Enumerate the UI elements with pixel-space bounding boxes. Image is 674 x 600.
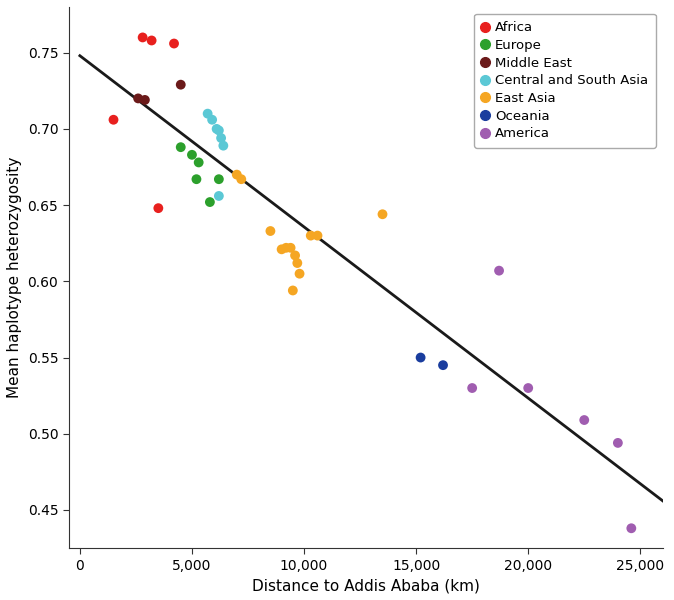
Point bbox=[175, 142, 186, 152]
Point bbox=[305, 231, 316, 241]
Y-axis label: Mean haplotype heterozygosity: Mean haplotype heterozygosity bbox=[7, 157, 22, 398]
Point bbox=[265, 226, 276, 236]
Point bbox=[218, 141, 228, 151]
Point bbox=[523, 383, 534, 393]
Point bbox=[467, 383, 478, 393]
Point bbox=[204, 197, 215, 207]
Point bbox=[137, 32, 148, 42]
Point bbox=[377, 209, 388, 219]
Point bbox=[437, 361, 448, 370]
Point bbox=[285, 243, 296, 253]
Point bbox=[187, 150, 197, 160]
Point bbox=[214, 125, 224, 135]
Point bbox=[146, 35, 157, 45]
Legend: Africa, Europe, Middle East, Central and South Asia, East Asia, Oceania, America: Africa, Europe, Middle East, Central and… bbox=[474, 14, 656, 148]
Point bbox=[626, 523, 637, 533]
Point bbox=[191, 175, 202, 184]
Point bbox=[216, 133, 226, 143]
Point bbox=[493, 266, 504, 275]
Point bbox=[236, 175, 247, 184]
Point bbox=[108, 115, 119, 125]
Point bbox=[214, 191, 224, 201]
Point bbox=[231, 170, 242, 179]
Point bbox=[175, 80, 186, 89]
Point bbox=[211, 124, 222, 134]
Point bbox=[207, 115, 218, 125]
Point bbox=[280, 243, 291, 253]
Point bbox=[214, 175, 224, 184]
Point bbox=[290, 251, 301, 260]
X-axis label: Distance to Addis Ababa (km): Distance to Addis Ababa (km) bbox=[252, 578, 480, 593]
Point bbox=[202, 109, 213, 118]
Point bbox=[133, 94, 144, 103]
Point bbox=[613, 438, 623, 448]
Point bbox=[415, 353, 426, 362]
Point bbox=[140, 95, 150, 105]
Point bbox=[294, 269, 305, 278]
Point bbox=[292, 258, 303, 268]
Point bbox=[579, 415, 590, 425]
Point bbox=[153, 203, 164, 213]
Point bbox=[312, 231, 323, 241]
Point bbox=[168, 39, 179, 49]
Point bbox=[287, 286, 298, 295]
Point bbox=[276, 245, 287, 254]
Point bbox=[193, 158, 204, 167]
